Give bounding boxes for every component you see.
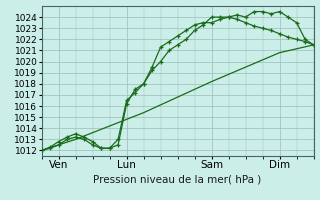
X-axis label: Pression niveau de la mer( hPa ): Pression niveau de la mer( hPa ) (93, 174, 262, 184)
